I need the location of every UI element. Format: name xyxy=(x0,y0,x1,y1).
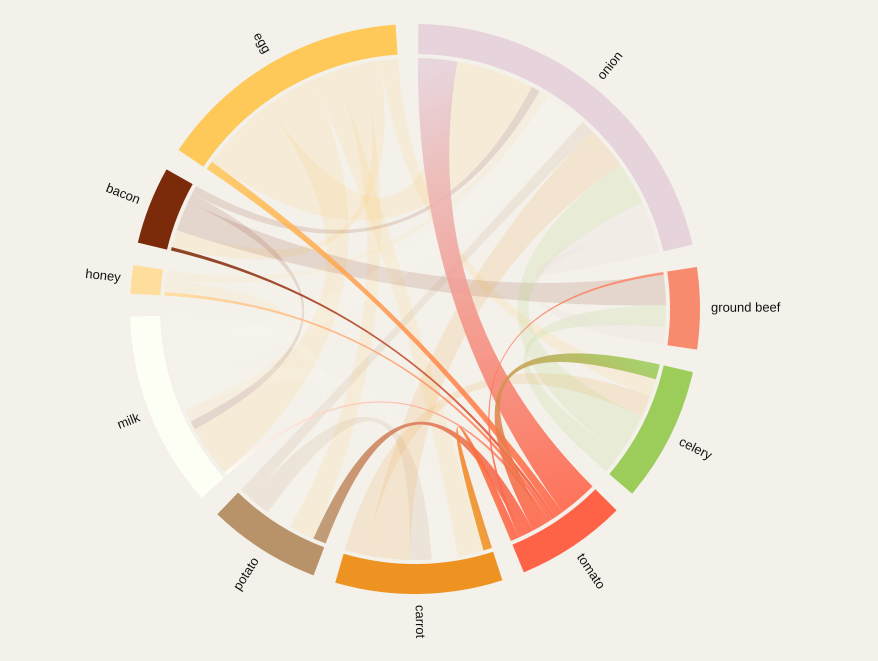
chord-carrot-onion[interactable] xyxy=(366,130,621,560)
group-arc-honey[interactable] xyxy=(130,265,164,296)
chord-carrot-celery[interactable] xyxy=(344,372,651,556)
group-arc-tomato[interactable] xyxy=(512,489,617,573)
chord-egg-carrot[interactable] xyxy=(313,70,484,557)
chord-tomato-carrot[interactable] xyxy=(456,426,519,551)
group-label-carrot: carrot xyxy=(413,605,428,639)
group-arc-egg[interactable] xyxy=(178,24,398,167)
group-arc-milk[interactable] xyxy=(130,315,224,498)
chord-milk-onion[interactable] xyxy=(166,95,583,385)
group-label-onion: onion xyxy=(594,48,626,82)
group-arc-bacon[interactable] xyxy=(137,169,193,250)
group-label-potato: potato xyxy=(230,554,262,593)
group-arcs xyxy=(130,24,700,594)
group-arc-onion[interactable] xyxy=(418,24,693,252)
chord-egg-bacon[interactable] xyxy=(171,60,385,260)
chord-potato-tomato[interactable] xyxy=(313,421,534,544)
chord-egg-milk[interactable] xyxy=(194,79,349,473)
group-label-bacon: bacon xyxy=(104,180,142,207)
group-arc-celery[interactable] xyxy=(609,365,693,494)
ribbons xyxy=(164,58,666,560)
group-label-egg: egg xyxy=(251,30,275,56)
chord-bacon-ground-beef[interactable] xyxy=(176,201,666,306)
group-arc-potato[interactable] xyxy=(217,492,325,576)
chord-celery-onion[interactable] xyxy=(517,164,643,455)
chord-celery-tomato[interactable] xyxy=(494,353,660,531)
chord-honey-onion[interactable] xyxy=(165,91,548,283)
group-label-honey: honey xyxy=(85,266,122,285)
group-arc-ground-beef[interactable] xyxy=(667,267,700,350)
chord-bacon-milk[interactable] xyxy=(188,193,305,430)
group-arc-carrot[interactable] xyxy=(335,551,503,594)
chord-onion-ground-beef[interactable] xyxy=(533,202,666,345)
chord-celery-ground-beef[interactable] xyxy=(523,305,666,472)
chord-onion-tomato[interactable] xyxy=(417,58,593,513)
group-label-milk: milk xyxy=(115,409,142,432)
chord-egg-potato[interactable] xyxy=(289,63,381,539)
chord-milk-tomato[interactable] xyxy=(224,401,550,523)
chord-potato-carrot[interactable] xyxy=(250,416,432,560)
chord-milk-potato[interactable] xyxy=(164,315,332,527)
group-label-ground-beef: ground beef xyxy=(711,300,781,315)
chord-milk-carrot[interactable] xyxy=(175,367,458,560)
group-label-tomato: tomato xyxy=(574,550,609,591)
chord-onion-onion[interactable] xyxy=(534,218,660,275)
group-label-celery: celery xyxy=(677,434,715,463)
chord-potato-onion[interactable] xyxy=(240,121,592,499)
chord-honey-milk[interactable] xyxy=(164,278,297,422)
